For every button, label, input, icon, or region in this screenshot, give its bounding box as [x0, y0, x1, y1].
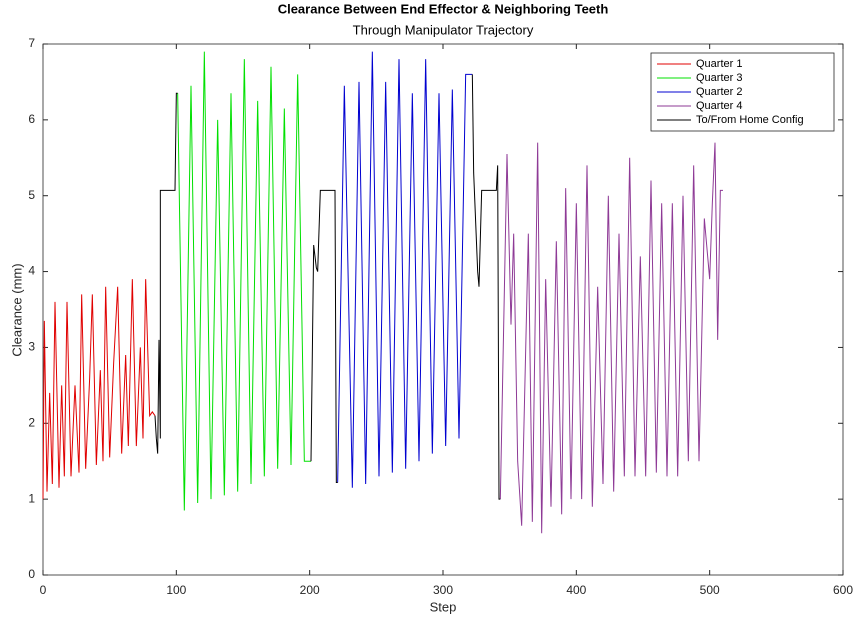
legend-label: Quarter 3	[696, 72, 742, 84]
series-line	[154, 74, 501, 500]
series-line	[499, 142, 723, 534]
y-tick-label: 0	[28, 567, 35, 581]
legend-label: Quarter 2	[696, 86, 742, 98]
x-tick-label: 100	[166, 583, 186, 597]
legend-label: To/From Home Config	[696, 114, 804, 126]
x-tick-label: 600	[833, 583, 853, 597]
series-line	[337, 51, 473, 488]
y-tick-label: 4	[28, 264, 35, 278]
chart-subtitle: Through Manipulator Trajectory	[353, 22, 534, 37]
x-tick-label: 300	[433, 583, 453, 597]
legend-label: Quarter 4	[696, 100, 742, 112]
x-axis-label: Step	[430, 599, 457, 614]
legend-label: Quarter 1	[696, 58, 742, 70]
x-tick-label: 200	[300, 583, 320, 597]
y-tick-label: 5	[28, 188, 35, 202]
chart-title: Clearance Between End Effector & Neighbo…	[278, 1, 609, 16]
series-line	[177, 51, 311, 511]
y-tick-label: 7	[28, 36, 35, 50]
y-tick-label: 2	[28, 415, 35, 429]
y-tick-label: 6	[28, 112, 35, 126]
x-tick-label: 400	[566, 583, 586, 597]
x-tick-label: 500	[700, 583, 720, 597]
y-axis-label: Clearance (mm)	[9, 263, 24, 356]
y-tick-label: 3	[28, 340, 35, 354]
y-tick-label: 1	[28, 491, 35, 505]
series-line	[42, 279, 156, 500]
x-tick-label: 0	[40, 583, 47, 597]
